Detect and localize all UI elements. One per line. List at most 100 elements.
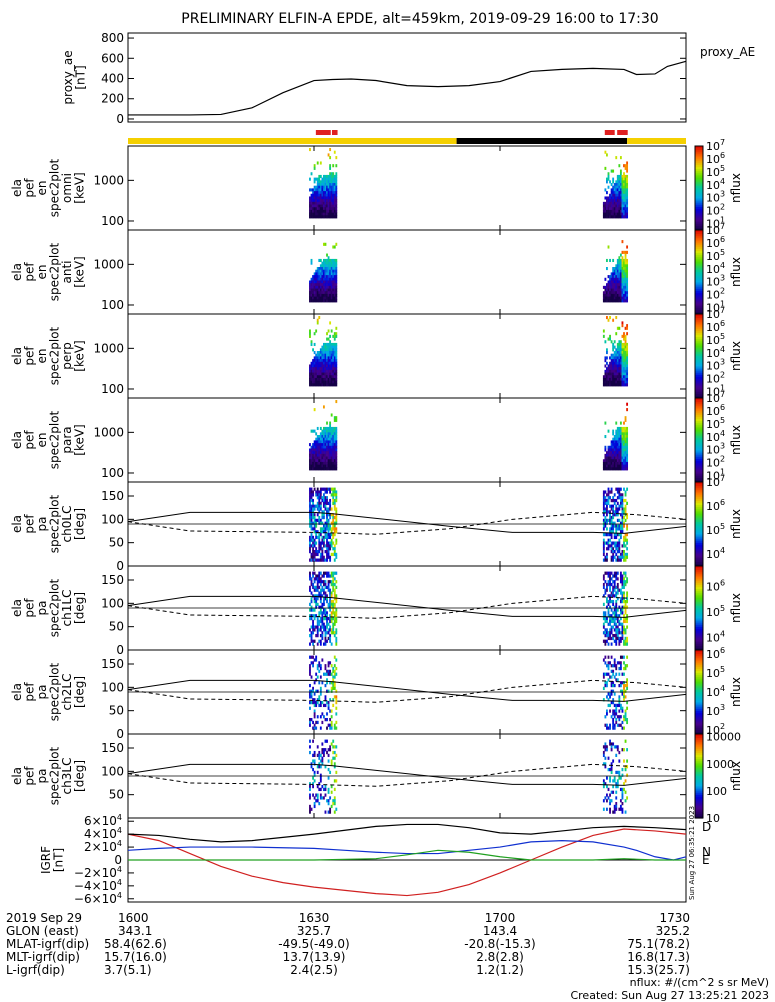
spectrogram-cell [312, 299, 314, 303]
spectrogram-cell [333, 524, 336, 528]
spectrogram-cell [318, 180, 321, 184]
spectrogram-cell [626, 356, 629, 360]
colorbar-cell [695, 314, 703, 317]
spectrogram-cell [618, 524, 621, 528]
spectrogram-cell [321, 199, 324, 203]
spectrogram-cell [309, 498, 311, 503]
loss-cone-line [127, 595, 687, 618]
colorbar-cell [695, 477, 703, 481]
colorbar-cell [695, 662, 703, 666]
spectrogram-cell [615, 180, 618, 184]
spectrogram-cell [329, 616, 332, 621]
spectrogram-cell [613, 574, 616, 578]
spectrogram-cell [324, 748, 327, 752]
spectrogram-cell [610, 521, 613, 525]
spectrogram-cell [616, 199, 619, 203]
spectrogram-cell [613, 359, 616, 363]
spectrogram-cell [313, 504, 316, 508]
spectrogram-cell [607, 622, 610, 626]
spectrogram-cell [610, 692, 613, 696]
spectrogram-cell [621, 201, 624, 205]
spectrogram-cell [615, 332, 618, 336]
spectrogram-cell [612, 383, 615, 387]
colorbar-cell [695, 750, 703, 754]
colorbar-cell [695, 660, 703, 664]
spectrogram-cell [612, 636, 615, 641]
spectrogram-cell [606, 207, 608, 211]
spectrogram-cell [621, 767, 624, 772]
spectrogram-cell [309, 720, 311, 725]
spectrogram-cell [309, 467, 311, 471]
spectrogram-cell [327, 549, 330, 554]
spectrogram-cell [616, 513, 619, 517]
colorbar-cell [695, 215, 703, 218]
spectrogram-cell [313, 277, 316, 281]
spectrogram-cell [333, 467, 336, 471]
spectrogram-cell [327, 787, 330, 792]
spectrogram-cell [310, 364, 313, 368]
colorbar-cell [695, 521, 703, 525]
spectrogram-cell [326, 527, 328, 531]
spectrogram-cell [606, 807, 608, 811]
spectrogram-cell [330, 280, 333, 284]
spectrogram-cell [310, 544, 313, 548]
spectrogram-cell [321, 443, 324, 447]
spectrogram-cell [612, 504, 615, 508]
spectrogram-cell [618, 435, 621, 439]
spectrogram-cell [613, 501, 616, 506]
spectrogram-cell [618, 440, 621, 444]
spectrogram-cell [335, 299, 338, 303]
spectrogram-cell [623, 258, 625, 263]
colorbar-cell [695, 425, 703, 428]
spectrogram-cell [604, 515, 607, 520]
spectrogram-cell [624, 443, 627, 447]
spectrogram-cell [310, 188, 313, 192]
spectrogram-cell [621, 351, 624, 355]
spectrogram-cell [312, 549, 314, 554]
spectrogram-cell [613, 776, 616, 780]
spectrogram-cell [327, 456, 330, 460]
spectrogram-cell [606, 585, 608, 590]
spectrogram-cell [612, 191, 615, 195]
spectrogram-cell [316, 291, 319, 295]
spectrogram-cell [624, 435, 627, 439]
spectrogram-cell [319, 285, 322, 289]
spectrogram-cell [330, 443, 333, 447]
spectrogram-cell [318, 212, 321, 216]
spectrogram-cell [318, 445, 321, 449]
spectrogram-cell [310, 661, 313, 665]
spectrogram-cell [619, 807, 622, 811]
spectrogram-cell [319, 619, 322, 624]
spectrogram-cell [319, 299, 322, 303]
spectrogram-cell [327, 275, 330, 279]
spectrogram-cell [318, 258, 321, 263]
ylabel-line: [nT] [73, 65, 87, 89]
spectrogram-cell [316, 799, 319, 803]
colorbar-cell [695, 496, 703, 500]
spectrogram-cell [333, 459, 336, 463]
spectrogram-cell [315, 678, 318, 682]
spectrogram-cell [309, 782, 311, 786]
colorbar-cell [695, 805, 703, 809]
spectrogram-cell [322, 426, 325, 431]
spectrogram-cell [330, 456, 333, 460]
spectrogram-cell [332, 681, 335, 685]
spectrogram-cell [619, 532, 622, 537]
spectrogram-cell [316, 161, 319, 165]
spectrogram-cell [613, 588, 616, 592]
spectrogram-cell [624, 437, 627, 441]
colorbar-cell [695, 761, 703, 764]
spectrogram-cell [615, 383, 618, 387]
colorbar-cell [695, 427, 703, 431]
spectrogram-cell [623, 683, 625, 688]
spectrogram-cell [626, 552, 629, 557]
spectrogram-cell [327, 329, 330, 333]
spectrogram-cell [332, 174, 335, 179]
spectrogram-cell [321, 185, 324, 189]
spectrogram-cell [607, 375, 610, 379]
spectrogram-cell [324, 353, 327, 357]
spectrogram-cell [610, 655, 613, 659]
spectrogram-cell [326, 487, 328, 491]
spectrogram-cell [327, 799, 330, 803]
spectrogram-cell [607, 490, 610, 494]
